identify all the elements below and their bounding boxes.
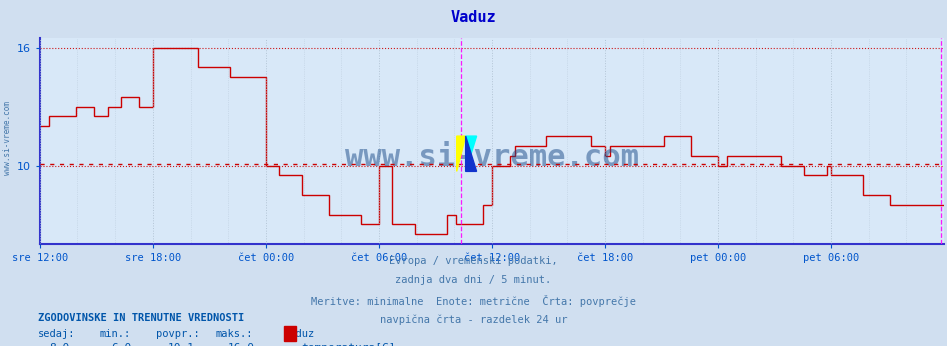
Text: 6,0: 6,0 [111,343,131,346]
Text: 8,0: 8,0 [49,343,69,346]
Text: min.:: min.: [99,329,131,339]
Text: Meritve: minimalne  Enote: metrične  Črta: povprečje: Meritve: minimalne Enote: metrične Črta:… [311,295,636,307]
Text: temperatura[C]: temperatura[C] [301,343,396,346]
Text: Vaduz: Vaduz [451,10,496,25]
Text: www.si-vreme.com: www.si-vreme.com [345,143,639,172]
Text: sedaj:: sedaj: [38,329,76,339]
Polygon shape [456,136,466,171]
Text: 10,1: 10,1 [168,343,195,346]
Text: Evropa / vremenski podatki,: Evropa / vremenski podatki, [389,256,558,266]
Text: www.si-vreme.com: www.si-vreme.com [3,101,12,175]
Text: ZGODOVINSKE IN TRENUTNE VREDNOSTI: ZGODOVINSKE IN TRENUTNE VREDNOSTI [38,313,244,323]
Polygon shape [466,136,476,171]
Text: navpična črta - razdelek 24 ur: navpična črta - razdelek 24 ur [380,314,567,325]
Text: 16,0: 16,0 [227,343,255,346]
Text: Vaduz: Vaduz [284,329,315,339]
Text: zadnja dva dni / 5 minut.: zadnja dva dni / 5 minut. [396,275,551,285]
Text: povpr.:: povpr.: [156,329,200,339]
Polygon shape [466,136,476,171]
Text: maks.:: maks.: [216,329,254,339]
